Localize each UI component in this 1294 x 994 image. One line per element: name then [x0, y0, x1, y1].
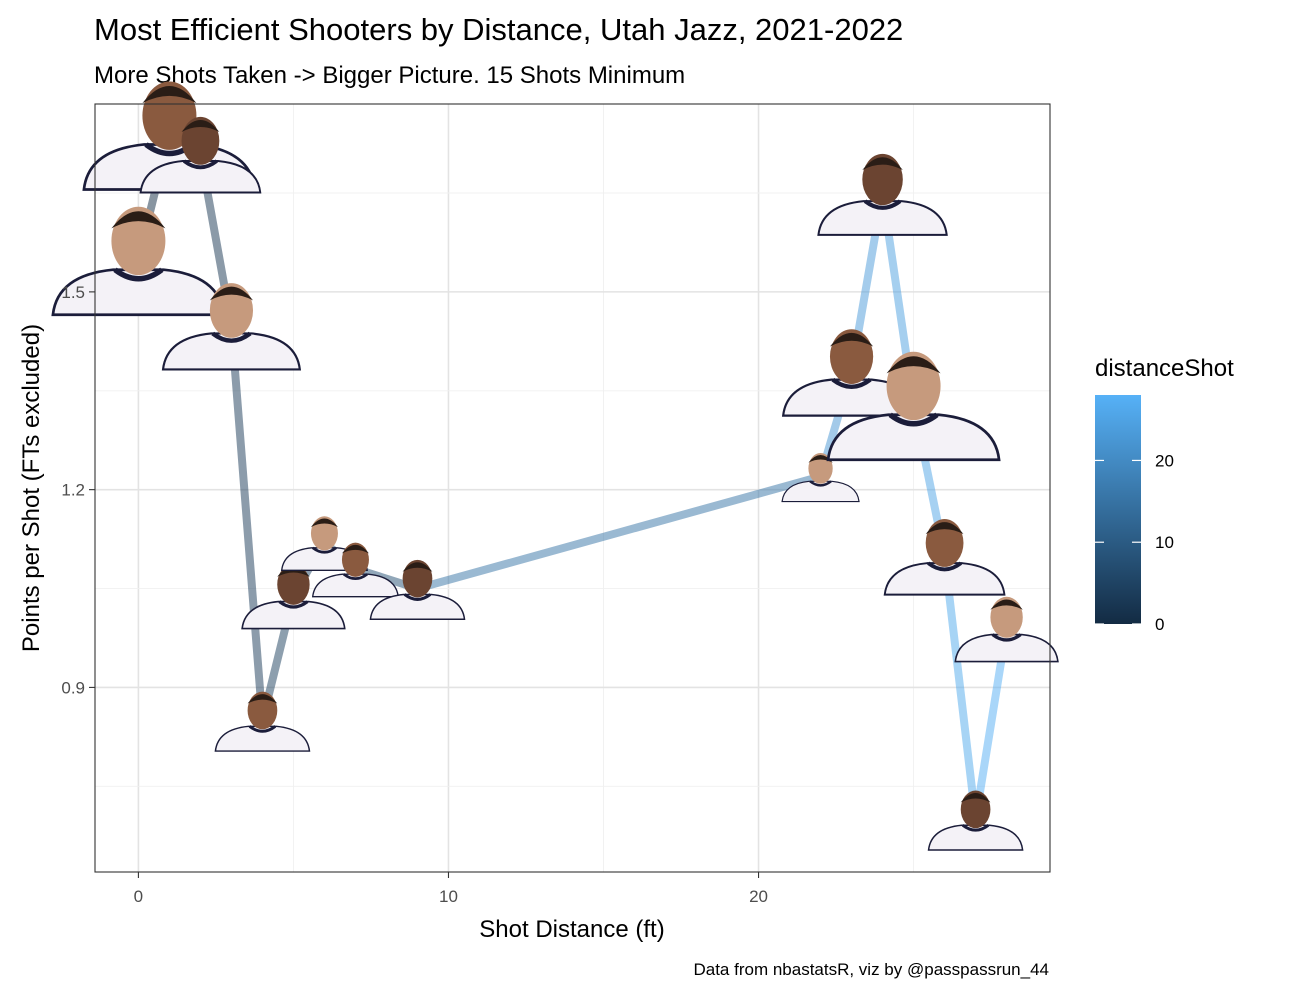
- hair-shape: [886, 356, 941, 374]
- hair-shape: [990, 599, 1023, 610]
- jersey-shape: [954, 633, 1059, 663]
- jersey-shape: [241, 600, 346, 630]
- legend-tick-label: 0: [1155, 615, 1164, 634]
- data-point: [781, 452, 860, 503]
- head-shape: [341, 542, 369, 577]
- jersey-collar: [311, 546, 337, 554]
- head-shape: [247, 691, 278, 730]
- jersey-collar: [961, 823, 990, 832]
- x-axis: 0 10 20: [134, 872, 768, 906]
- plot-border: [94, 103, 1051, 873]
- y-axis-title: Points per Shot (FTs excluded): [18, 324, 45, 652]
- hair-shape: [181, 120, 220, 133]
- jersey-shape: [927, 824, 1024, 851]
- head-shape: [960, 790, 991, 829]
- jersey-collar: [863, 199, 902, 210]
- jersey-collar: [831, 377, 872, 389]
- x-tick-label: 0: [134, 887, 143, 906]
- hair-shape: [310, 518, 338, 528]
- jersey-collar: [991, 633, 1022, 642]
- head-shape: [925, 519, 964, 567]
- line-segment: [413, 472, 825, 593]
- jersey-collar: [278, 600, 309, 609]
- hair-shape: [341, 544, 369, 554]
- y-tick-label: 1.2: [61, 481, 85, 500]
- chart-subtitle: More Shots Taken -> Bigger Picture. 15 S…: [94, 62, 685, 89]
- hair-shape: [402, 562, 433, 572]
- data-point: [826, 351, 1001, 462]
- head-shape: [862, 153, 903, 206]
- jersey-collar: [342, 573, 368, 580]
- hair-shape: [808, 454, 833, 463]
- hair-shape: [925, 522, 964, 535]
- data-point: [139, 116, 262, 194]
- jersey-collar: [211, 331, 252, 343]
- jersey-collar: [248, 725, 277, 733]
- legend-tick-label: 20: [1155, 451, 1174, 470]
- jersey-collar: [182, 159, 218, 170]
- hair-shape: [142, 85, 197, 104]
- hair-shape: [862, 157, 903, 171]
- legend-tick-label: 10: [1155, 533, 1174, 552]
- jersey-shape: [369, 593, 466, 620]
- head-shape: [829, 329, 874, 384]
- head-shape: [111, 206, 166, 276]
- jersey-shape: [826, 413, 1001, 462]
- hair-shape: [247, 694, 278, 704]
- head-shape: [990, 596, 1023, 638]
- jersey-shape: [781, 480, 860, 503]
- points: [51, 81, 1059, 851]
- hair-shape: [209, 286, 254, 301]
- line-segment: [940, 551, 980, 824]
- legend-title: distanceShot: [1095, 355, 1234, 382]
- line-segment: [227, 320, 267, 725]
- jersey-collar: [113, 267, 164, 282]
- data-point: [927, 790, 1024, 851]
- head-shape: [402, 559, 433, 598]
- legend-colorbar: [1095, 395, 1141, 624]
- caption: Data from nbastatsR, viz by @passpassrun…: [693, 960, 1049, 979]
- data-point: [161, 283, 302, 371]
- jersey-collar: [927, 561, 963, 572]
- x-tick-label: 10: [439, 887, 458, 906]
- data-point: [781, 329, 922, 417]
- hair-shape: [111, 211, 166, 229]
- y-axis: 0.9 1.2 1.5: [61, 283, 95, 697]
- data-point: [954, 596, 1059, 663]
- head-shape: [181, 116, 220, 165]
- y-tick-label: 0.9: [61, 678, 85, 697]
- data-point: [883, 519, 1006, 596]
- jersey-collar: [403, 593, 432, 601]
- data-point: [369, 559, 466, 620]
- jersey-shape: [883, 562, 1006, 596]
- data-point: [214, 691, 311, 752]
- data-point: [241, 563, 346, 630]
- jersey-shape: [817, 200, 948, 236]
- jersey-shape: [311, 573, 399, 598]
- data-point: [817, 153, 948, 236]
- jersey-shape: [139, 160, 262, 194]
- hair-shape: [829, 332, 874, 347]
- data-point: [311, 542, 399, 598]
- jersey-collar: [888, 412, 939, 427]
- jersey-collar: [809, 480, 832, 487]
- hair-shape: [960, 793, 991, 803]
- head-shape: [886, 351, 941, 421]
- head-shape: [277, 563, 310, 605]
- jersey-shape: [214, 725, 311, 752]
- jersey-shape: [161, 332, 302, 371]
- x-axis-title: Shot Distance (ft): [479, 916, 664, 943]
- legend-ticks: 0 10 20: [1095, 451, 1174, 634]
- head-shape: [310, 516, 338, 551]
- head-shape: [209, 283, 254, 338]
- x-tick-label: 20: [749, 887, 768, 906]
- chart-title: Most Efficient Shooters by Distance, Uta…: [94, 12, 903, 47]
- y-tick-label: 1.5: [61, 283, 85, 302]
